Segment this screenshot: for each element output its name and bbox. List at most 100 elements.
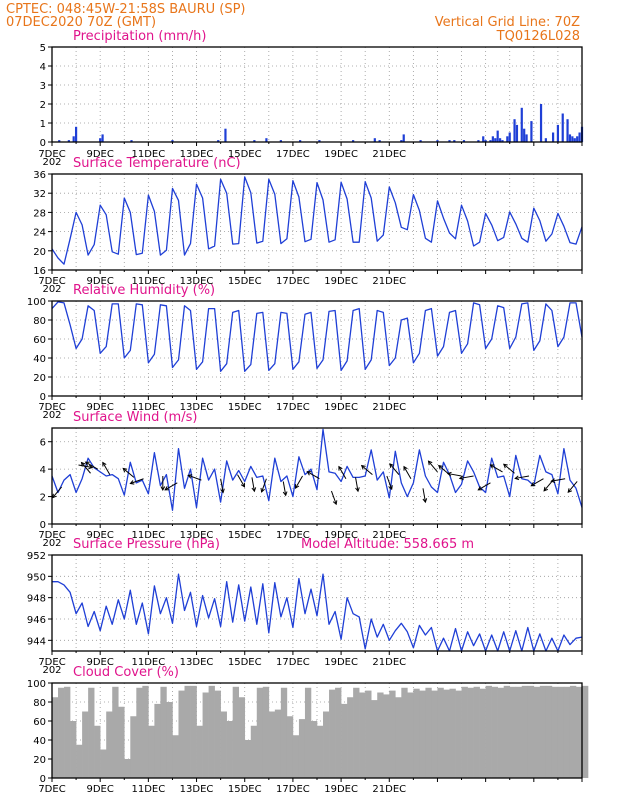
wind-arrow-head xyxy=(422,498,428,504)
x-tick-label: 9DEC xyxy=(86,657,113,668)
panels-group: 0 1 2 3 4 5 7DEC 9DEC 11DEC 13DEC 15DEC 17DEC 19DEC 2… xyxy=(27,29,589,795)
cloud-cover-bar xyxy=(190,685,197,778)
cloud-cover-bar xyxy=(256,687,264,778)
wind-arrow-shaft xyxy=(220,478,224,493)
y-tick-label: 0 xyxy=(40,520,46,531)
precip-bar xyxy=(498,138,502,142)
precip-bar xyxy=(501,140,504,142)
header-grid-note: Vertical Grid Line: 70Z xyxy=(435,15,580,30)
y-tick-label: 32 xyxy=(33,189,46,200)
cloud-cover-bar xyxy=(479,688,486,778)
wind-arrow xyxy=(78,464,94,470)
cloud-cover-bar xyxy=(455,690,462,778)
cloud-cover-bar xyxy=(527,685,535,778)
precip-bar xyxy=(556,124,560,142)
y-tick-label: 40 xyxy=(33,736,46,747)
cloud-cover-bar xyxy=(112,686,119,778)
rh-panel: 0 20 40 60 80 100 7DEC 9DEC 11DEC 13DEC 15DEC 17DEC… xyxy=(27,283,583,421)
precip-bar xyxy=(72,136,75,142)
wind-arrow-shaft xyxy=(307,471,320,480)
temp-series-line xyxy=(51,176,583,265)
x-tick-label: 7DEC xyxy=(38,149,65,160)
wind-arrow-shaft xyxy=(237,474,245,488)
wind-arrow xyxy=(282,481,288,497)
x-tick-label: 21DEC xyxy=(372,276,406,287)
cloud-cover-bar xyxy=(437,687,444,778)
precip-bar xyxy=(561,113,564,142)
wind-arrow-head xyxy=(164,486,170,491)
precip-bar xyxy=(373,138,376,142)
wind-arrow-head xyxy=(282,491,288,497)
wind-arrow xyxy=(489,464,503,473)
precip-bar xyxy=(58,140,61,142)
wind-arrow-shaft xyxy=(330,490,337,505)
cloud-cover-bar xyxy=(401,687,408,778)
wind-arrow-head xyxy=(427,460,433,466)
cloud-cover-bar xyxy=(491,686,498,778)
precip-bar xyxy=(400,140,403,142)
wind-arrow xyxy=(458,475,474,481)
y-tick-label: 40 xyxy=(33,354,46,365)
cloud-cover-bar xyxy=(280,687,288,778)
cloud-cover-bar xyxy=(371,700,378,778)
y-tick-label: 0 xyxy=(40,774,46,785)
x-tick-label: 13DEC xyxy=(180,657,214,668)
rh-series-line xyxy=(51,301,583,372)
cloud-cover-bar xyxy=(533,686,541,778)
wind-arrow-shaft xyxy=(422,488,426,503)
header-run-time: 07DEC2020 70Z (GMT) xyxy=(6,15,156,30)
cloud-cover-bar xyxy=(232,686,240,778)
cloud-cover-bar xyxy=(443,689,450,778)
x-tick-label: 7DEC xyxy=(38,402,65,413)
wind-arrow-shaft xyxy=(251,477,255,492)
precip-bar xyxy=(494,138,497,142)
precip-bar xyxy=(508,132,511,142)
x-tick-label: 9DEC xyxy=(86,276,113,287)
x-tick-label: 11DEC xyxy=(131,530,165,541)
wind-arrow-head xyxy=(355,487,360,493)
cloud-cover-bar xyxy=(118,706,125,778)
cloud-cover-bar xyxy=(172,735,179,778)
wind-arrow xyxy=(129,478,144,485)
wind-arrow-head xyxy=(122,467,128,473)
precip-bar xyxy=(99,138,102,142)
cloud-cover-bar xyxy=(317,725,324,778)
cloud-cover-bar xyxy=(467,687,474,778)
y-tick-label: 36 xyxy=(33,170,46,181)
cloud-cover-bar xyxy=(365,690,372,778)
x-tick-label: 13DEC xyxy=(180,530,214,541)
cloud-cover-bar xyxy=(497,687,505,778)
precip-bar xyxy=(523,128,526,142)
x-tick-label: 7DEC xyxy=(38,276,65,287)
cloud-cover-bar xyxy=(94,725,101,778)
cloud-cover-bar xyxy=(329,689,336,778)
y-tick-label: 944 xyxy=(27,636,46,647)
cloud-cover-bar xyxy=(184,685,191,778)
x-tick-label: 9DEC xyxy=(86,530,113,541)
precip-bar xyxy=(130,140,133,142)
x-year-fragment: 202 xyxy=(42,284,61,295)
x-tick-label: 21DEC xyxy=(372,657,406,668)
precip-bar xyxy=(402,134,405,142)
x-tick-label: 19DEC xyxy=(324,276,358,287)
cloud-cover-bar xyxy=(160,686,167,778)
cloud-cover-bar xyxy=(461,686,468,778)
wind-arrow xyxy=(446,471,462,477)
y-tick-label: 0 xyxy=(40,392,46,403)
x-tick-label: 13DEC xyxy=(180,149,214,160)
precip-bar xyxy=(279,140,282,142)
precip-bar xyxy=(491,136,494,142)
precip-bar xyxy=(506,136,509,142)
wind-arrow-shaft xyxy=(478,482,491,491)
precip-bar xyxy=(265,138,268,142)
x-tick-label: 9DEC xyxy=(86,402,113,413)
y-tick-label: 80 xyxy=(33,698,46,709)
cloud-cover-bar xyxy=(52,697,59,778)
cloud-cover-bar xyxy=(419,690,426,778)
x-tick-label: 19DEC xyxy=(324,530,358,541)
precip-bar xyxy=(217,140,220,142)
cloud-cover-bar xyxy=(196,725,203,778)
cloud-cover-bar xyxy=(563,686,571,778)
x-tick-label: 19DEC xyxy=(324,149,358,160)
y-tick-label: 5 xyxy=(40,43,46,54)
